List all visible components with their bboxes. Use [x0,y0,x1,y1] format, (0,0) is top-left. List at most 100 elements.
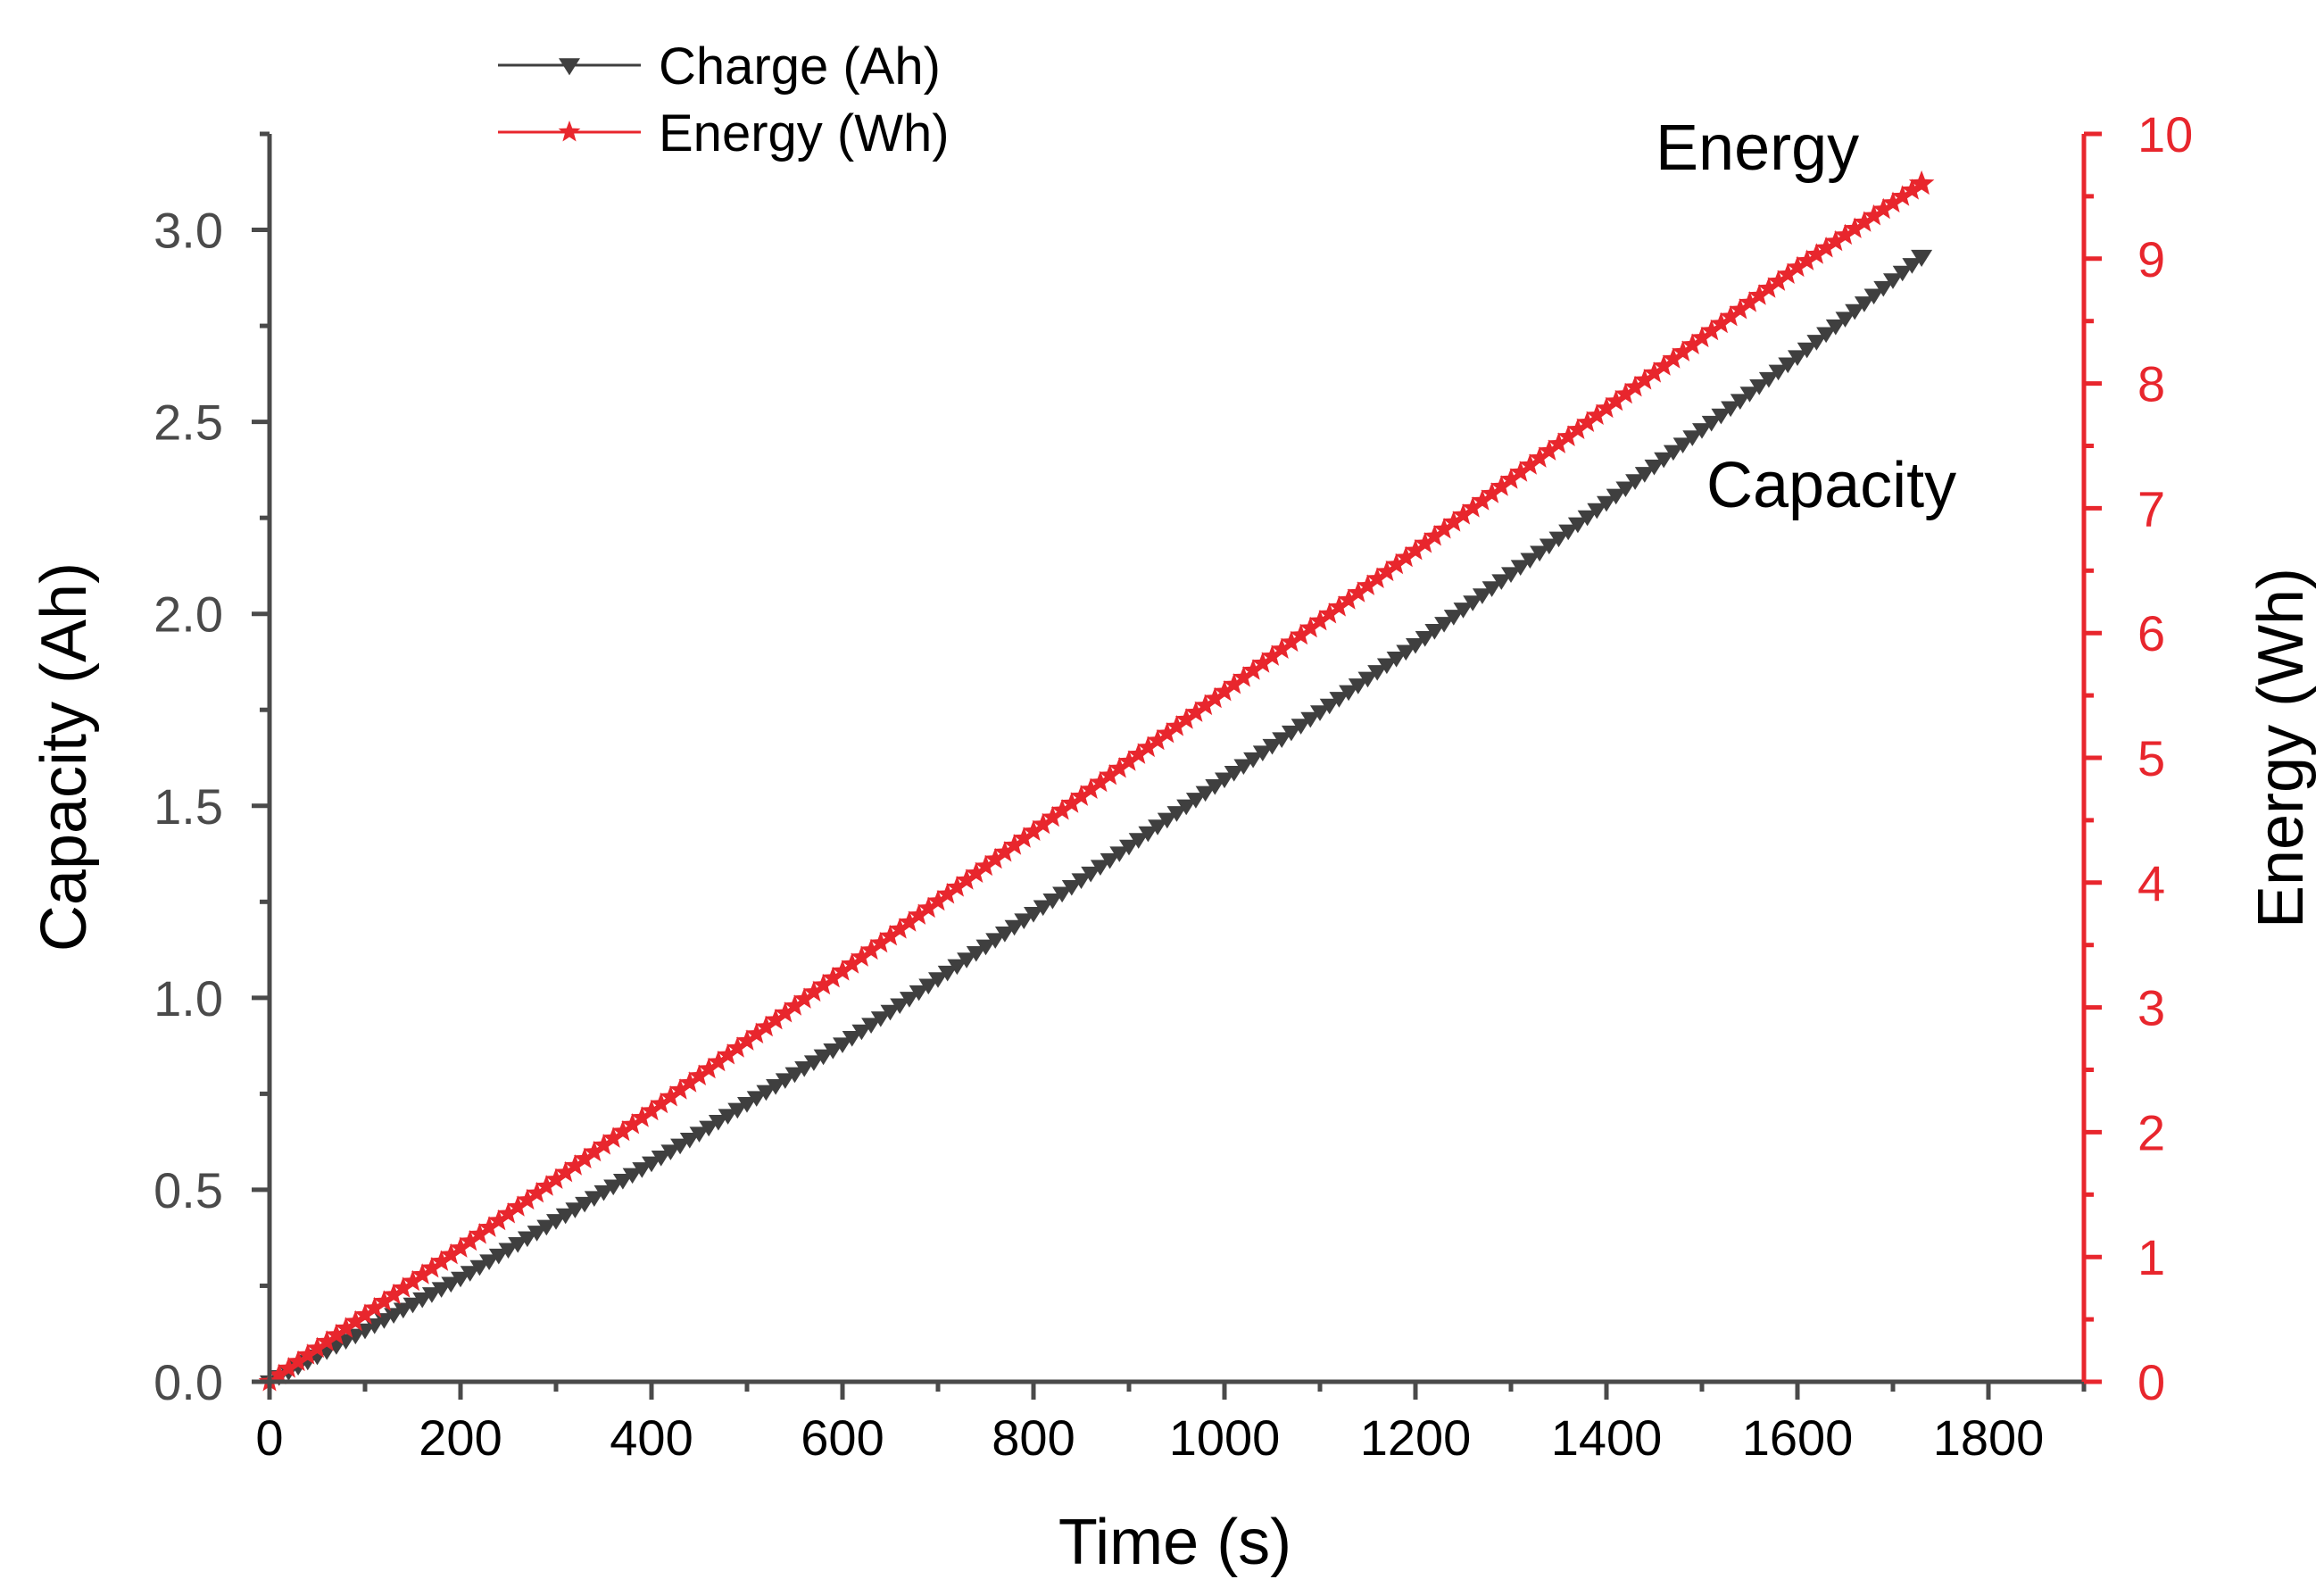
data-point [1710,312,1732,334]
data-point [1576,411,1598,432]
data-point [1615,481,1636,498]
data-point [536,1219,557,1236]
data-point [1501,567,1521,583]
data-point [1797,342,1817,359]
data-point [1845,303,1865,320]
data-point [1891,185,1914,206]
data-point [1061,879,1082,896]
data-point [1423,525,1446,546]
data-point [1700,319,1723,341]
data-point [1406,637,1425,654]
data-point [1050,799,1074,820]
data-point [1194,694,1216,716]
data-point [1873,280,1894,297]
data-point [1262,738,1282,755]
data-point [593,1134,615,1155]
data-point [1605,389,1628,411]
data-point [1758,371,1779,388]
x-tick-label: 1000 [1169,1409,1281,1466]
data-point [1386,652,1407,668]
data-point [611,1119,635,1142]
data-point [975,939,996,956]
data-point [1328,595,1350,617]
data-point [802,980,826,1002]
left-y-tick-label: 2.0 [154,586,223,643]
data-point [1127,743,1150,764]
data-point [1805,243,1828,264]
data-point [1672,340,1694,362]
data-point [851,945,873,967]
data-point [1337,588,1360,610]
data-point [602,1126,625,1148]
left-y-tick-label: 3.0 [154,203,223,259]
data-point [869,931,892,953]
data-point [1587,503,1607,520]
data-point [1567,517,1588,534]
data-point [554,1160,577,1183]
data-point [1241,659,1265,680]
data-point [286,1350,310,1372]
data-point [1300,711,1321,728]
data-point [899,992,919,1008]
data-point [831,960,854,981]
data-point [449,1236,472,1258]
data-point [1203,686,1226,709]
data-point [1747,284,1771,305]
data-point [1719,304,1742,327]
data-point [1442,511,1465,532]
data-point [573,1147,596,1168]
x-tick-label: 600 [801,1409,884,1466]
right-y-tick-label: 7 [2137,480,2165,536]
data-point [764,1008,787,1030]
data-point [1548,432,1570,453]
data-point [1299,616,1322,638]
data-point [1911,249,1933,268]
data-point [660,1085,682,1107]
data-point [1243,752,1264,769]
data-point [1672,437,1693,454]
data-point [1012,827,1035,848]
data-point [603,1179,624,1196]
data-point [937,965,958,982]
left-y-tick-label: 1.0 [154,970,223,1027]
data-point [1365,567,1389,588]
data-point [1767,270,1789,291]
left-y-axis-title: Capacity (Ah) [29,562,100,952]
data-point [1786,255,1809,278]
data-point [707,1050,730,1072]
data-point [879,924,901,946]
data-point [1768,364,1789,381]
data-point [1291,719,1311,735]
data-point [527,1226,547,1242]
data-point [1042,805,1064,827]
data-point [421,1287,442,1303]
data-point [746,1091,767,1107]
x-tick-label: 1800 [1933,1409,2045,1466]
data-point [1032,812,1055,835]
data-point [679,1132,700,1149]
data-point [1788,350,1807,366]
data-point [373,1290,395,1311]
data-point [908,903,930,925]
data-point [1711,408,1731,425]
data-point [1633,369,1656,390]
data-point [1099,763,1121,786]
data-point [851,1024,872,1041]
data-point [1556,425,1580,446]
data-point [1883,273,1903,289]
data-point [1166,715,1188,736]
data-point [517,1231,537,1248]
data-point [689,1126,710,1143]
data-point [1166,806,1187,822]
data-point [1156,721,1179,744]
data-point [575,1196,595,1213]
data-point [1215,772,1234,789]
data-point [936,882,959,904]
left-y-tick-label: 0.5 [154,1162,223,1218]
data-point [1024,907,1043,923]
data-point [1081,866,1101,883]
data-point [1376,658,1397,675]
data-point [1137,736,1159,758]
data-point [555,1208,576,1225]
